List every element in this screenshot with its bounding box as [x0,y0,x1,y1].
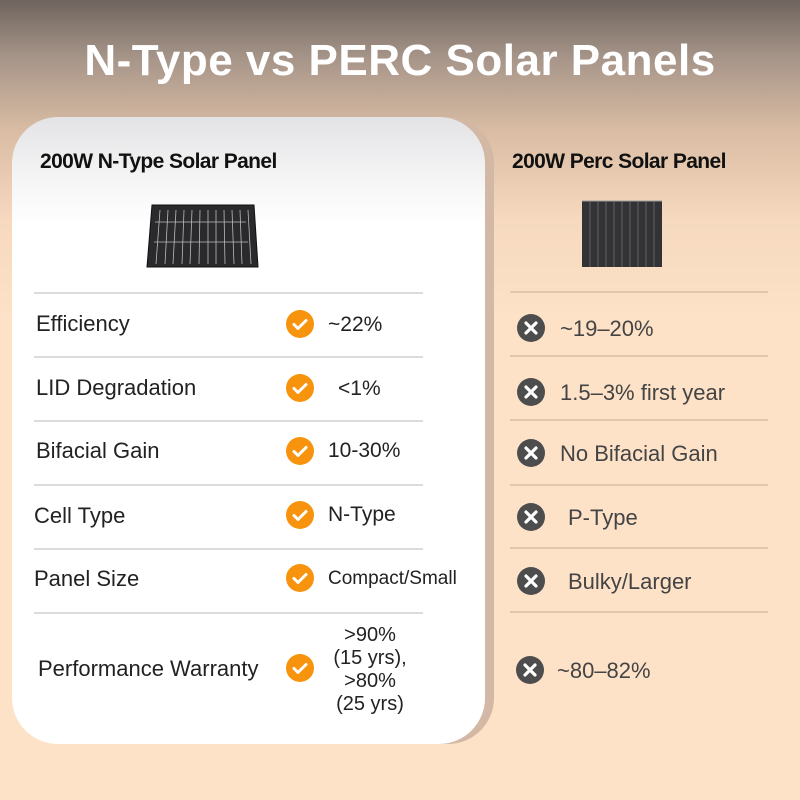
perc-bifacial: No Bifacial Gain [560,441,718,466]
perc-panel-image [582,200,662,267]
perc-efficiency: ~19–20% [560,316,654,341]
check-icon [286,564,314,592]
x-icon [516,656,544,684]
divider [510,547,768,549]
warranty-line: >80% [344,670,396,692]
divider [510,291,768,293]
warranty-line: >90% [344,624,396,646]
divider [34,420,423,422]
perc-warranty: ~80–82% [557,658,651,683]
perc-cell-type: P-Type [568,505,638,530]
ntype-warranty: >90% (15 yrs), >80% (25 yrs) [330,624,410,716]
divider [34,548,423,550]
ntype-bifacial: 10-30% [328,439,401,462]
row-label-panel-size: Panel Size [34,566,140,591]
check-icon [286,310,314,338]
perc-panel-size: Bulky/Larger [568,569,692,594]
warranty-line: (25 yrs) [336,693,404,715]
divider [34,292,423,294]
row-label-warranty: Performance Warranty [38,656,259,681]
ntype-panel-size: Compact/Small [328,568,457,589]
divider [510,355,768,357]
perc-heading: 200W Perc Solar Panel [512,150,726,173]
ntype-efficiency: ~22% [328,313,383,336]
page-title: N-Type vs PERC Solar Panels [84,36,716,85]
divider [510,484,768,486]
ntype-cell-type: N-Type [328,503,396,526]
x-icon [517,503,545,531]
divider [510,419,768,421]
row-label-lid: LID Degradation [36,375,197,400]
divider [34,612,423,614]
ntype-heading: 200W N-Type Solar Panel [40,150,277,173]
row-label-efficiency: Efficiency [36,311,130,336]
warranty-line: (15 yrs), [333,647,407,669]
x-icon [517,314,545,342]
x-icon [517,567,545,595]
perc-lid: 1.5–3% first year [560,380,726,405]
divider [34,484,423,486]
ntype-panel-image [146,204,259,268]
x-icon [517,378,545,406]
divider [34,356,423,358]
x-icon [517,439,545,467]
check-icon [286,654,314,682]
row-label-bifacial: Bifacial Gain [36,438,160,463]
check-icon [286,501,314,529]
check-icon [286,374,314,402]
divider [510,611,768,613]
check-icon [286,437,314,465]
ntype-lid: <1% [338,377,381,400]
row-label-cell-type: Cell Type [34,503,126,528]
